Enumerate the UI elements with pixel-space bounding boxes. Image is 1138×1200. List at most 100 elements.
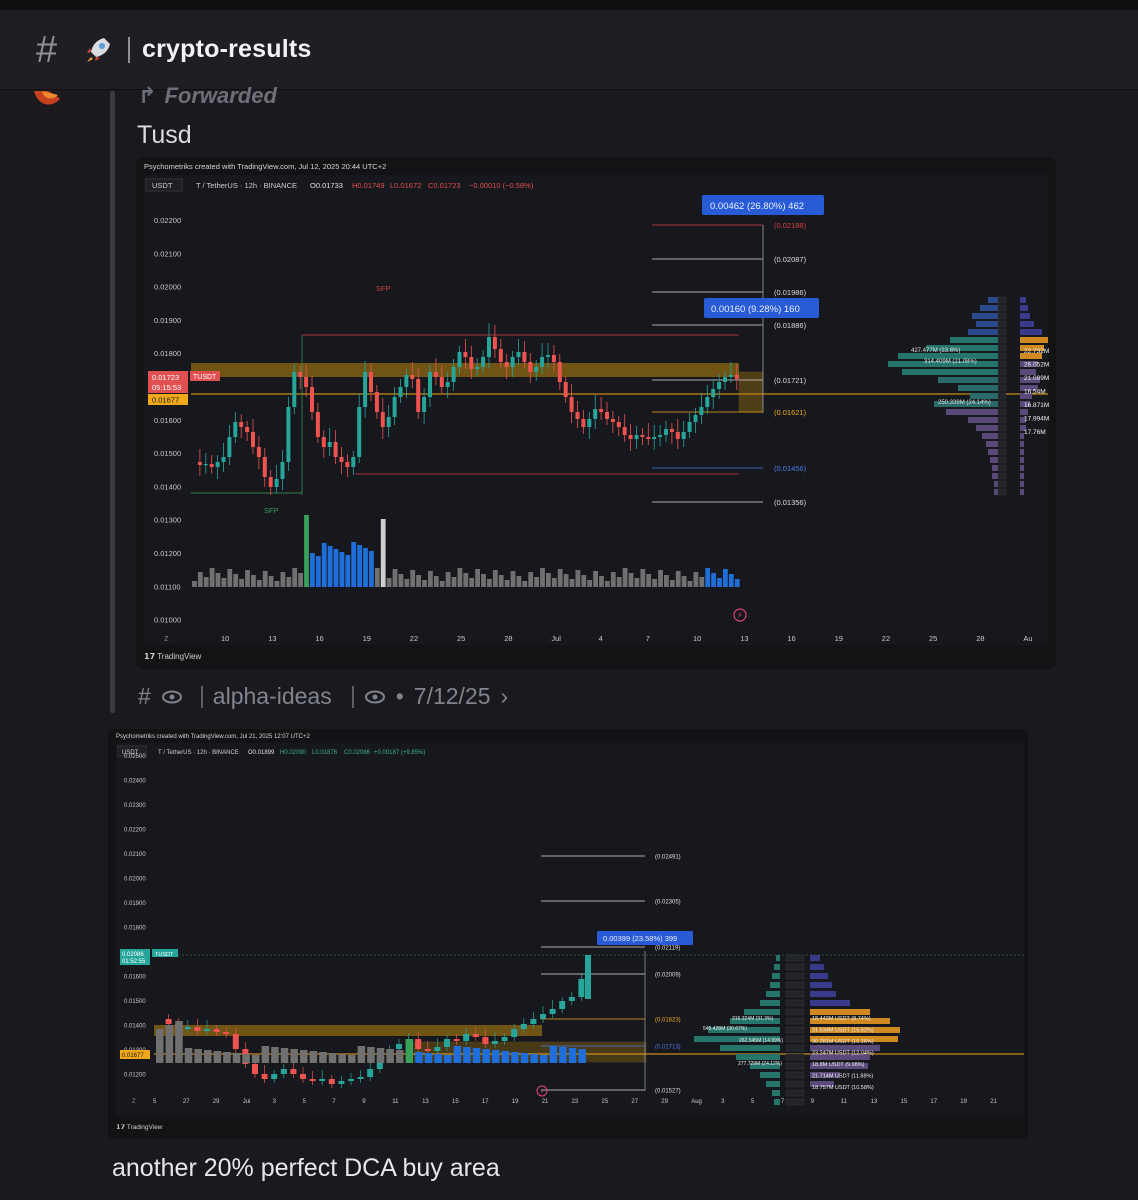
chart2-vp-right-bar [810,991,836,997]
chart2-level-label: (0.01713) [655,1045,681,1051]
chart1-candle [457,352,462,367]
chart2-vp-cell [785,999,805,1007]
message-meta[interactable]: # alpha-ideas • 7/12/25 › [138,683,518,710]
chart2-volume [156,1021,586,1063]
eye-icon [161,690,182,703]
chart1-y-tick: 0.02000 [154,283,181,292]
chart2-vp-right-bar [810,973,828,979]
chart1-level-label: (0.01986) [774,288,807,297]
chart1-vp-cell [997,416,1007,424]
chart1-volume-bar [575,570,581,587]
chart1-vp-cell [997,456,1007,464]
chart1-volume-bar [522,581,528,587]
chart1-x-tick: 10 [693,634,701,643]
chart2-ohlc-l: L0.01876 [312,750,338,756]
chart2-candle [300,1074,306,1079]
chart1-volume-bar [557,569,563,587]
chart2-x-tick: 11 [841,1099,848,1105]
chart1-candle [593,409,598,419]
chart1-vp-right-bar [1020,425,1026,431]
chart1-y-tick: 0.01800 [154,349,181,358]
chart1-candle [711,389,716,397]
avatar[interactable] [30,91,66,109]
channel-name[interactable]: crypto-results [142,35,312,63]
chart1-sfp-top: SFP [376,284,391,293]
chart1-candle [398,387,403,397]
chart2-candle [511,1029,518,1037]
chart1-volume-bar [605,581,610,587]
chart2-x-tick: 17 [482,1099,489,1105]
chart1-volume-bar [215,573,221,587]
chart1-volume-bar [658,570,663,587]
chart1-vp-cell [997,400,1007,408]
header-separator [128,36,130,63]
chart1-candle [581,419,586,427]
chart2-volume-bar [232,1053,241,1063]
chart1-credit: Psychometriks created with TradingView.c… [144,162,386,171]
chart1-candle [422,397,427,412]
chart2-volume-bar [213,1051,222,1063]
chart1-vp-right-bar [1020,329,1042,335]
chart-image-2[interactable]: Psychometriks created with TradingView.c… [108,729,1028,1139]
chart1-candle [634,435,639,439]
chart1-volume-bar [563,574,569,587]
chart2-vp-bar [730,1018,780,1024]
chart1-volume-bar [510,571,516,587]
chart2-volume-bar [424,1053,433,1063]
chart1-x-tick: 19 [835,634,843,643]
svg-text:⚡: ⚡ [737,611,743,620]
chart1-vp-label: 427.477M (33.6%) [911,348,960,354]
chart2-x-tick: 21 [990,1099,997,1105]
chart1-volume-bar [581,575,587,587]
chart2-candle [444,1039,450,1047]
chart1-candle [699,407,704,415]
chart1-x-tick: 13 [740,634,748,643]
meta-channel[interactable]: alpha-ideas [212,683,332,709]
chart1-candle [209,464,214,467]
chart1-volume-bar [622,568,628,587]
chart2-vp-cell [785,1062,805,1070]
chart1-vp-right-bar [1020,465,1024,471]
chart1-candle [404,375,409,387]
chart2-candle [165,1019,172,1024]
chart2-x-tick: 29 [661,1099,668,1105]
chart1-candle [315,412,320,437]
chart1-volume-bar [422,580,427,587]
chart2-level-tag: 0.01677 [122,1053,144,1059]
chart1-candle [492,337,497,349]
chart1-volume-profile: 427.477M (33.6%) 314.409M (21.08%) 250.339… [888,296,1049,496]
chart2-candle [578,979,585,997]
chart1-vp-cell [997,392,1007,400]
chart2-candle [520,1024,527,1029]
chart1-vp-right-bar [1020,449,1024,455]
chart2-x-tick: 9 [362,1099,366,1105]
chart1-vp-cell [997,408,1007,416]
chart1-vp-cell [997,344,1007,352]
chart1-volume-bar [209,568,215,587]
rocket-icon [87,37,110,62]
chart2-candle [463,1034,470,1041]
chart1-vp-right-label: 16.871M [1024,402,1049,409]
chart2-x-tick: 23 [572,1099,579,1105]
chart2-y-tick: 0.02100 [124,852,146,858]
chevron-right-icon[interactable]: › [500,683,509,709]
chart1-x-tick: 22 [410,634,418,643]
chart1-vp-right-label: 22.732M [1024,348,1049,355]
chart1-candle [357,407,362,457]
chart2-y-tick: 0.02400 [124,779,146,785]
chart2-volume-bar [300,1050,308,1063]
chart-image-1[interactable]: Psychometriks created with TradingView.c… [136,157,1056,669]
chart2-vp-cell [785,1044,805,1052]
chart2-volume-bar [319,1052,327,1063]
chart2-volume-bar [290,1049,298,1063]
chart2-candle [204,1029,210,1031]
chart1-candle [374,392,379,412]
chart1-volume-bar [528,572,534,587]
chart2-x-zoom: Z [132,1099,136,1105]
chart1-candle [197,462,202,465]
chart1-volume-bar [256,580,262,587]
chart1-volume-bar [380,519,386,587]
chart1-candle [498,349,503,362]
chart2-candle [194,1027,201,1031]
chart1-vp-cell [997,360,1007,368]
